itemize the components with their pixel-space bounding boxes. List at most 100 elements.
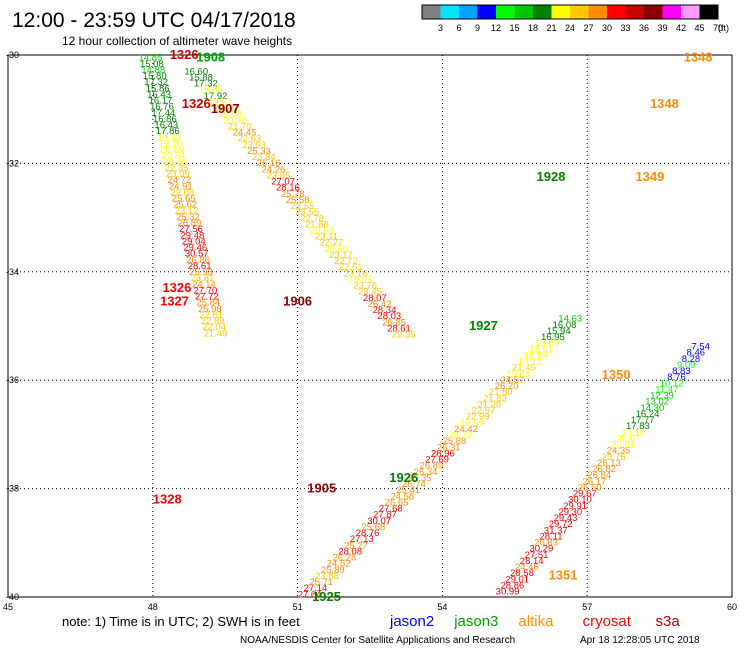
swh-value-label: 19.93 (348, 274, 372, 285)
swh-value-label: 23.88 (315, 571, 339, 582)
swh-value-label: 26.85 (382, 317, 406, 328)
y-tick-label: -40 (6, 592, 19, 602)
swh-value-label: 19.98 (218, 109, 242, 120)
colorbar-label: 36 (639, 23, 649, 33)
swh-value-label: 27.07 (271, 177, 295, 188)
swh-value-label: 25.32 (176, 212, 200, 223)
swh-value-label: 22.61 (199, 310, 223, 321)
colorbar-frame (421, 4, 719, 20)
swh-value-label: 29.04 (182, 236, 206, 247)
colorbar-swatch (496, 5, 515, 19)
swh-value-label: 16.43 (154, 120, 178, 131)
swh-value-label: 21.70 (228, 121, 252, 132)
swh-value-label: 23.55 (291, 201, 315, 212)
swh-value-label: 24.46 (515, 562, 539, 573)
swh-value-label: 20.07 (616, 433, 640, 444)
swh-value-label: 22.78 (300, 213, 324, 224)
swh-value-label: 8.76 (667, 372, 686, 383)
swh-value-label: 9.09 (677, 360, 696, 371)
y-tick-label: -30 (6, 50, 19, 60)
x-tick-label: 51 (293, 602, 303, 612)
swh-value-label: 24.26 (262, 164, 286, 175)
swh-value-label: 25.62 (173, 200, 197, 211)
swh-value-label: 28.16 (276, 183, 300, 194)
swh-value-label: 29.91 (563, 501, 587, 512)
swh-value-label: 22.35 (392, 330, 416, 341)
swh-value-label: 17.83 (626, 421, 650, 432)
pass-label: 1907 (211, 101, 240, 116)
swh-value-label: 29.46 (183, 243, 207, 254)
legend-entry: jason2 (389, 613, 434, 630)
plot-frame (7, 54, 733, 598)
swh-value-label: 20.46 (163, 157, 187, 168)
colorbar-swatch (625, 5, 644, 19)
swh-value-label: 19.71 (518, 357, 542, 368)
swh-value-label: 25.89 (321, 565, 345, 576)
colorbar-swatch (551, 5, 570, 19)
colorbar-label: 30 (602, 23, 612, 33)
swh-value-label: 23.17 (329, 250, 353, 261)
colorbar-label: 42 (676, 23, 686, 33)
swh-value-label: 15.94 (547, 326, 571, 337)
swh-value-label: 25.33 (247, 146, 271, 157)
colorbar-swatch (459, 5, 478, 19)
plot-axes: 45 48 51 54 57 60 -30 -32 -34 -36 -38 -40 (3, 50, 737, 612)
pass-label: 1927 (469, 318, 498, 333)
pass-label: 1328 (153, 491, 182, 506)
swh-value-label: 26.83 (534, 538, 558, 549)
swh-value-label: 17.77 (631, 415, 655, 426)
colorbar-swatch (570, 5, 589, 19)
swh-value-label: 25.58 (286, 195, 310, 206)
swh-value-label: 26.84 (587, 470, 611, 481)
swh-value-label: 26.16 (257, 158, 281, 169)
colorbar-swatch (440, 5, 459, 19)
swh-value-label: 27.70 (194, 285, 218, 296)
swh-value-label: 26.50 (578, 482, 602, 493)
colorbar-label: 21 (546, 23, 556, 33)
y-tick-label: -34 (6, 267, 19, 277)
colorbar-label: 6 (456, 23, 461, 33)
swh-value-label: 14.85 (138, 53, 162, 64)
swh-value-label: 31.37 (544, 525, 568, 536)
swh-value-label: 27.13 (350, 534, 374, 545)
swh-value-label: 27.68 (379, 504, 403, 515)
swh-value-label: 23.88 (170, 187, 194, 198)
swh-value-label: 19.43 (157, 132, 181, 143)
legend-entry: altika (518, 613, 554, 630)
swh-value-label: 22.72 (334, 256, 358, 267)
swh-value-label: 20.60 (310, 225, 334, 236)
pass-label: 1905 (307, 481, 336, 496)
legend: jason2 jason3 altika cryosat s3a (389, 613, 680, 630)
colorbar-swatch (477, 5, 496, 19)
swh-value-label: 27.87 (373, 510, 397, 521)
swh-value-label: 23.81 (191, 273, 215, 284)
swh-value-label: 27.14 (304, 583, 328, 594)
page-title: 12:00 - 23:59 UTC 04/17/2018 (12, 9, 296, 32)
y-tick-label: -38 (6, 484, 19, 494)
swh-value-label: 24.72 (167, 175, 191, 186)
x-tick-label: 60 (727, 602, 737, 612)
swh-value-label: 22.97 (472, 406, 496, 417)
colorbar-swatch (662, 5, 681, 19)
swh-value-label: 19.63 (506, 369, 530, 380)
colorbar-swatch (422, 5, 441, 19)
swh-value-label: 30.57 (185, 249, 209, 260)
swh-value-label: 28.34 (373, 305, 397, 316)
swh-value-label: 25.71 (309, 577, 333, 588)
colorbar-label: 45 (694, 23, 704, 33)
swh-value-label: 20.54 (162, 151, 186, 162)
colorbar-label: 24 (565, 23, 575, 33)
swh-value-label: 24.91 (169, 181, 193, 192)
swh-value-label: 23.76 (353, 281, 377, 292)
swh-value-label: 28.61 (387, 323, 411, 334)
tracks: 14.8515.0814.8815.8017.3215.8616.4316.17… (138, 53, 709, 601)
pass-label: 1327 (160, 294, 189, 309)
swh-value-label: 29.30 (558, 507, 582, 518)
swh-value-label: 28.07 (363, 293, 387, 304)
swh-value-label: 26.34 (414, 467, 438, 478)
pass-label: 1906 (283, 294, 312, 309)
swh-value-label: 24.52 (327, 559, 351, 570)
swh-value-label: 21.28 (477, 399, 501, 410)
pass-label: 1350 (602, 367, 631, 382)
